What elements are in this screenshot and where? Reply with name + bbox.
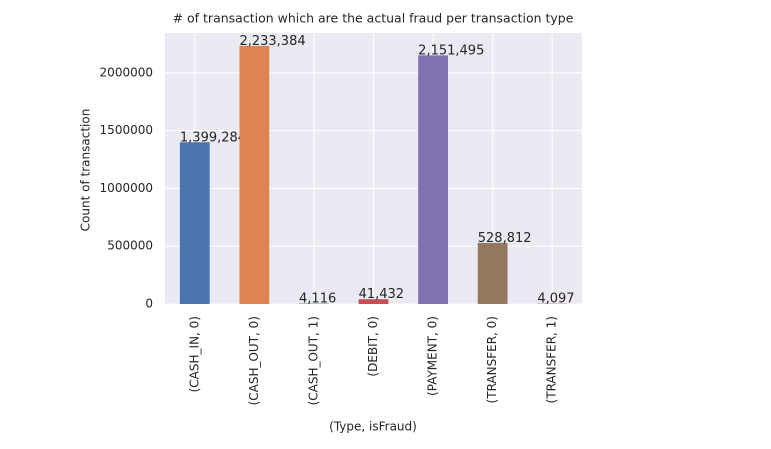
data-label: 4,116	[299, 292, 336, 307]
data-label: 2,233,384	[239, 34, 305, 49]
y-tick-label: 500000	[107, 239, 153, 253]
x-tick-label: (TRANSFER, 0)	[485, 316, 499, 403]
y-tick-label: 0	[145, 297, 153, 311]
y-tick-label: 1500000	[100, 123, 153, 137]
bar	[179, 142, 210, 304]
x-tick-label: (CASH_OUT, 0)	[247, 316, 261, 405]
chart-title: # of transaction which are the actual fr…	[173, 11, 574, 26]
y-tick-label: 2000000	[100, 65, 153, 79]
x-tick-label: (TRANSFER, 1)	[545, 316, 559, 403]
x-tick-label: (CASH_IN, 0)	[187, 316, 201, 392]
y-tick-label: 1000000	[100, 181, 153, 195]
bar	[358, 299, 389, 304]
y-axis-label: Count of transaction	[79, 109, 93, 232]
data-label: 2,151,495	[418, 43, 484, 58]
x-tick-label: (DEBIT, 0)	[366, 316, 380, 377]
data-label: 528,812	[478, 231, 532, 246]
x-tick-label: (CASH_OUT, 1)	[306, 316, 320, 405]
bar	[418, 55, 448, 305]
x-axis-label: (Type, isFraud)	[329, 420, 417, 434]
x-tick-label: (PAYMENT, 0)	[426, 316, 440, 396]
data-label: 41,432	[359, 287, 405, 302]
data-label: 1,399,284	[180, 130, 246, 145]
bar	[477, 242, 508, 304]
bar	[239, 45, 270, 305]
data-label: 4,097	[537, 292, 574, 307]
